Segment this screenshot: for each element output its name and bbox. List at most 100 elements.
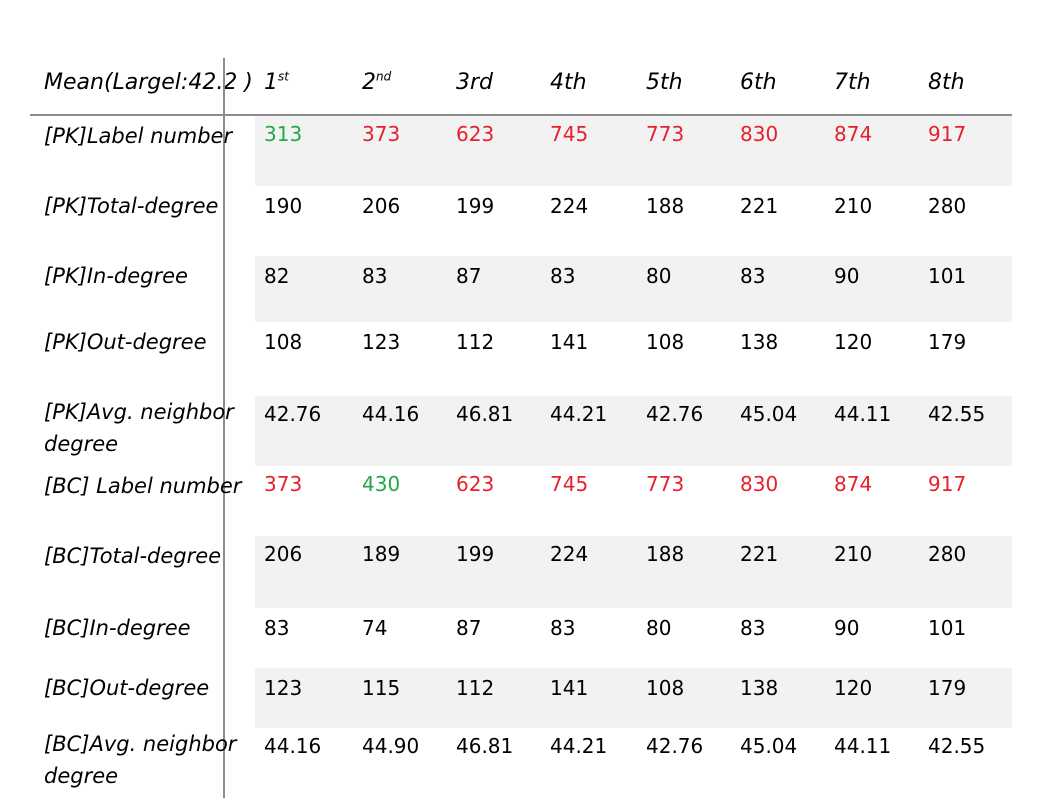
column-header-text: 5th bbox=[646, 70, 683, 95]
row-label: [BC]In-degree bbox=[44, 616, 191, 640]
row-label: [PK]Out-degree bbox=[44, 330, 207, 354]
table-cell: 46.81 bbox=[456, 734, 514, 758]
table-cell: 280 bbox=[928, 194, 967, 218]
table-cell: 90 bbox=[834, 616, 860, 640]
row-label: [PK]Label number bbox=[44, 124, 233, 148]
table-cell: 179 bbox=[928, 676, 967, 700]
table-cell: 101 bbox=[928, 616, 967, 640]
table-cell: 313 bbox=[264, 122, 303, 146]
table-cell: 44.21 bbox=[550, 402, 608, 426]
table-cell: 773 bbox=[646, 122, 685, 146]
table-cell: 108 bbox=[646, 676, 685, 700]
table-cell: 87 bbox=[456, 616, 482, 640]
table-cell: 280 bbox=[928, 542, 967, 566]
table-cell: 46.81 bbox=[456, 402, 514, 426]
table-cell: 80 bbox=[646, 616, 672, 640]
column-header-text: 7th bbox=[834, 70, 871, 95]
table-cell: 44.21 bbox=[550, 734, 608, 758]
table-cell: 83 bbox=[740, 616, 766, 640]
table-cell: 141 bbox=[550, 330, 589, 354]
table-cell: 83 bbox=[362, 264, 388, 288]
table-cell: 83 bbox=[264, 616, 290, 640]
column-header-text: 1 bbox=[264, 70, 278, 95]
row-label: [BC]Total-degree bbox=[44, 544, 222, 568]
table-cell: 45.04 bbox=[740, 734, 798, 758]
table-cell: 115 bbox=[362, 676, 401, 700]
table-cell: 74 bbox=[362, 616, 388, 640]
table-cell: 123 bbox=[264, 676, 303, 700]
column-header-4: 4th bbox=[550, 70, 587, 95]
table-row: [BC]Avg. neighbor degree 44.16 44.90 46.81 4… bbox=[30, 728, 1012, 798]
column-header-8: 8th bbox=[928, 70, 965, 95]
row-label: [BC] Label number bbox=[44, 474, 242, 498]
table-cell: 108 bbox=[646, 330, 685, 354]
table-cell: 210 bbox=[834, 542, 873, 566]
table-cell: 221 bbox=[740, 542, 779, 566]
data-table: Mean(Largel:42.2 ) 1st 2nd 3rd 4th 5th 6th 7th… bbox=[30, 58, 1012, 798]
table-cell: 221 bbox=[740, 194, 779, 218]
table-cell: 917 bbox=[928, 472, 967, 496]
table-cell: 44.16 bbox=[264, 734, 322, 758]
table-cell: 745 bbox=[550, 122, 589, 146]
table-cell: 179 bbox=[928, 330, 967, 354]
table-cell: 189 bbox=[362, 542, 401, 566]
column-header-suffix: st bbox=[278, 69, 289, 84]
table-cell: 87 bbox=[456, 264, 482, 288]
corner-header: Mean(Largel:42.2 ) bbox=[44, 70, 253, 95]
column-header-text: 8th bbox=[928, 70, 965, 95]
table-row: [PK]In-degree 82 83 87 83 80 83 90 101 bbox=[30, 256, 1012, 322]
table-cell: 101 bbox=[928, 264, 967, 288]
table-cell: 141 bbox=[550, 676, 589, 700]
table-cell: 42.76 bbox=[646, 402, 704, 426]
table-cell: 199 bbox=[456, 194, 495, 218]
table-cell: 623 bbox=[456, 122, 495, 146]
table-cell: 90 bbox=[834, 264, 860, 288]
column-header-2: 2nd bbox=[362, 70, 391, 95]
table-cell: 112 bbox=[456, 676, 495, 700]
table-cell: 42.55 bbox=[928, 402, 986, 426]
table-cell: 120 bbox=[834, 330, 873, 354]
table-cell: 206 bbox=[362, 194, 401, 218]
column-header-1: 1st bbox=[264, 70, 289, 95]
table-row: [PK]Total-degree 190 206 199 224 188 221 210 280 bbox=[30, 186, 1012, 256]
table-row: [BC]Total-degree 206 189 199 224 188 221 210 280 bbox=[30, 536, 1012, 608]
table-cell: 45.04 bbox=[740, 402, 798, 426]
table-cell: 224 bbox=[550, 542, 589, 566]
table-cell: 830 bbox=[740, 122, 779, 146]
table-cell: 623 bbox=[456, 472, 495, 496]
table-cell: 830 bbox=[740, 472, 779, 496]
table-cell: 120 bbox=[834, 676, 873, 700]
table-header-row: Mean(Largel:42.2 ) 1st 2nd 3rd 4th 5th 6th 7th… bbox=[30, 58, 1012, 116]
table-cell: 199 bbox=[456, 542, 495, 566]
table-cell: 430 bbox=[362, 472, 401, 496]
column-header-text: 4th bbox=[550, 70, 587, 95]
table-cell: 112 bbox=[456, 330, 495, 354]
table-cell: 917 bbox=[928, 122, 967, 146]
column-header-6: 6th bbox=[740, 70, 777, 95]
table-cell: 80 bbox=[646, 264, 672, 288]
table-cell: 44.11 bbox=[834, 734, 892, 758]
row-label: [PK]In-degree bbox=[44, 264, 188, 288]
table-cell: 83 bbox=[550, 264, 576, 288]
table-row: [BC]In-degree 83 74 87 83 80 83 90 101 bbox=[30, 608, 1012, 668]
table-cell: 123 bbox=[362, 330, 401, 354]
table-row: [PK]Out-degree 108 123 112 141 108 138 120 179 bbox=[30, 322, 1012, 396]
table-cell: 44.11 bbox=[834, 402, 892, 426]
table-cell: 138 bbox=[740, 676, 779, 700]
table-cell: 42.76 bbox=[646, 734, 704, 758]
label-column-divider bbox=[223, 58, 225, 798]
row-label: [PK]Total-degree bbox=[44, 194, 219, 218]
column-header-text: 2 bbox=[362, 70, 376, 95]
column-header-text: 6th bbox=[740, 70, 777, 95]
column-header-7: 7th bbox=[834, 70, 871, 95]
column-header-3: 3rd bbox=[456, 70, 493, 95]
table-cell: 206 bbox=[264, 542, 303, 566]
table-cell: 44.90 bbox=[362, 734, 420, 758]
table-row: [BC] Label number 373 430 623 745 773 830 874 91… bbox=[30, 466, 1012, 536]
table-cell: 83 bbox=[740, 264, 766, 288]
table-cell: 373 bbox=[362, 122, 401, 146]
table-cell: 373 bbox=[264, 472, 303, 496]
table-row: [BC]Out-degree 123 115 112 141 108 138 120 179 bbox=[30, 668, 1012, 728]
column-header-text: 3rd bbox=[456, 70, 494, 95]
table-row: [PK]Label number 313 373 623 745 773 830 874 917 bbox=[30, 116, 1012, 186]
